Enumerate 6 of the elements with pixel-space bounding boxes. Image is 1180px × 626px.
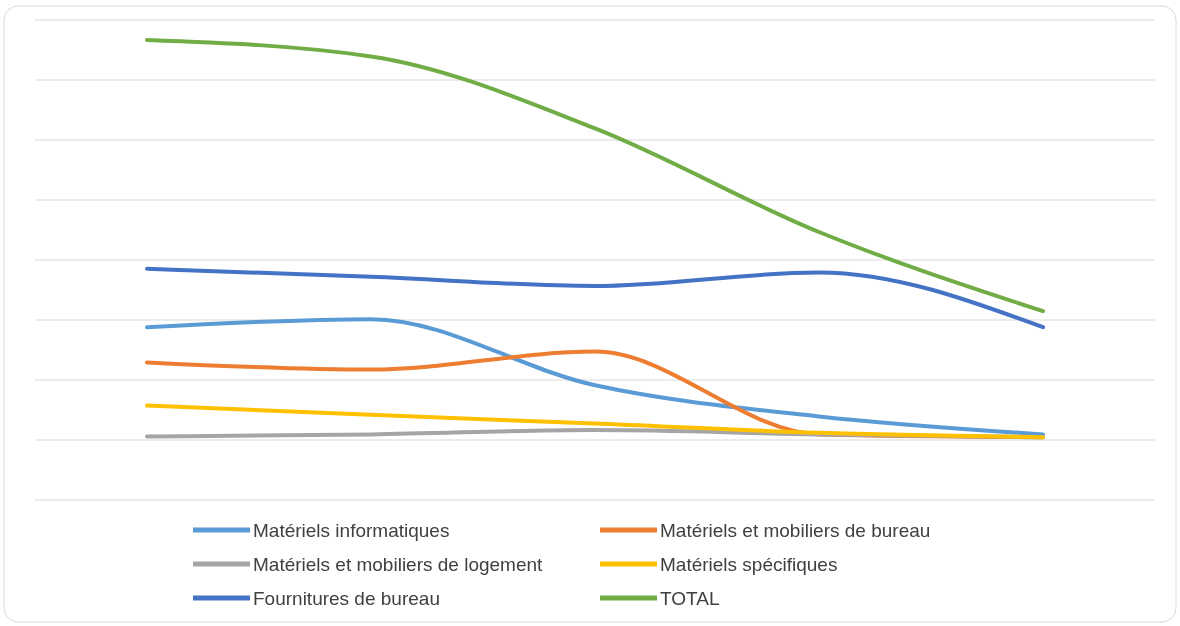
legend-label: Matériels et mobiliers de bureau: [660, 519, 931, 541]
legend-label: Fournitures de bureau: [253, 587, 440, 609]
legend-label: Matériels informatiques: [253, 519, 450, 541]
legend-label: TOTAL: [660, 587, 720, 609]
legend-label: Matériels spécifiques: [660, 553, 838, 575]
legend-label: Matériels et mobiliers de logement: [253, 553, 544, 575]
